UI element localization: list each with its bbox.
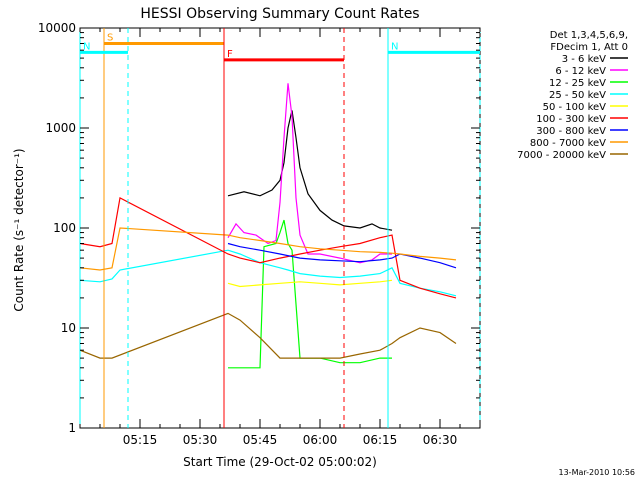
series-line [227,110,393,231]
legend-entry-label: 50 - 100 keV [543,102,607,113]
flag-label: N [83,41,90,52]
plot-area: S N N F [79,27,481,429]
series-line [227,242,457,269]
legend-entry-label: 7000 - 20000 keV [517,150,606,161]
series-line [79,312,457,359]
y-tick-label: 100 [53,221,76,235]
series-line [227,279,393,288]
x-tick-label: 05:15 [123,433,158,447]
legend-entry-label: 100 - 300 keV [536,114,606,125]
x-tick-label: 05:30 [183,433,218,447]
legend-entry-label: 25 - 50 keV [549,90,606,101]
legend-header: Det 1,3,4,5,6,9, [550,30,628,41]
legend-header: FDecim 1, Att 0 [550,42,628,53]
legend-entry-label: 6 - 12 keV [555,66,606,77]
footer-timestamp: 13-Mar-2010 10:56 [559,468,636,477]
series-line [79,227,457,271]
chart-title: HESSI Observing Summary Count Rates [140,6,419,22]
flag-label: N [391,41,398,52]
series-line [227,83,392,264]
y-tick-label: 1 [68,421,76,435]
x-axis-label: Start Time (29-Oct-02 05:00:02) [183,455,377,469]
series-line [228,219,392,369]
legend-entry-label: 300 - 800 keV [536,126,606,137]
legend-entry-label: 800 - 7000 keV [530,138,606,149]
y-axis-label: Count Rate (s⁻¹ detector⁻¹) [12,148,26,311]
x-tick-label: 06:30 [423,433,458,447]
legend-entry-label: 12 - 25 keV [549,78,606,89]
legend-entry-label: 3 - 6 keV [562,54,606,65]
x-tick-label: 06:15 [363,433,398,447]
plot-frame [79,27,481,429]
x-tick-label: 06:00 [303,433,338,447]
y-tick-label: 10 [61,321,76,335]
x-tick-label: 05:45 [243,433,278,447]
y-axis: 1 10 100 1000 10000 [38,21,480,435]
flag-label: F [227,49,233,60]
legend: Det 1,3,4,5,6,9,FDecim 1, Att 03 - 6 keV… [517,30,628,161]
flag-label: S [107,32,113,43]
y-tick-label: 10000 [38,21,76,35]
y-tick-label: 1000 [45,121,76,135]
series-line [79,249,457,297]
x-axis: 05:15 05:30 05:45 06:00 06:15 06:30 [79,28,481,447]
series-line [79,196,457,299]
